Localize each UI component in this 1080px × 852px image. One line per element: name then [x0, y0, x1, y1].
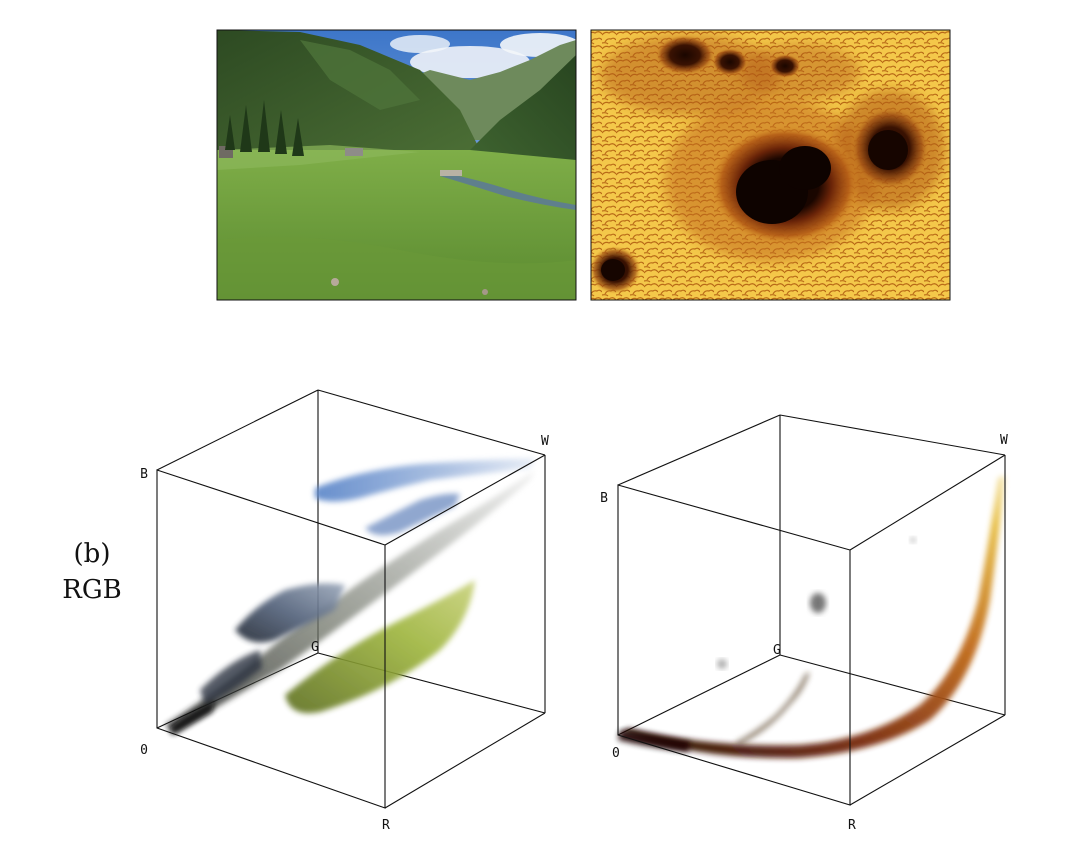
cube-edge-front-w	[384, 454, 546, 546]
corner-label-red: R	[848, 818, 856, 833]
cube-edge-front-w	[849, 454, 1006, 551]
corner-label-green: G	[773, 643, 781, 658]
sunspot-photo	[591, 30, 950, 300]
corner-label-black: 0	[612, 746, 620, 761]
cube-edge-g-rg	[779, 654, 1006, 716]
sunspot-color-scatter	[618, 475, 1005, 759]
corner-label-white: W	[1000, 433, 1008, 448]
corner-label-white: W	[541, 434, 549, 449]
corner-label-black: 0	[140, 743, 148, 758]
space-label: RGB	[62, 575, 121, 605]
corner-label-red: R	[382, 818, 390, 833]
cube-edge-top-w	[317, 389, 546, 456]
cube-edge-b-top	[617, 414, 781, 486]
cube-edge-b-top	[156, 389, 319, 471]
panel-label: (b)	[74, 539, 111, 569]
corner-label-blue: B	[600, 491, 608, 506]
cube-edge-0-g	[617, 654, 781, 736]
landscape-photo	[217, 30, 576, 300]
corner-label-blue: B	[140, 467, 148, 482]
landscape-photo-frame	[216, 29, 577, 301]
cube-edge-top-w	[779, 414, 1006, 456]
rgb-cube-right: B W G 0 R	[600, 414, 1008, 833]
landscape-color-scatter	[165, 458, 535, 735]
rgb-cube-left: B W G 0 R	[140, 389, 549, 833]
cube-edge-r-rg	[849, 714, 1006, 806]
cube-face-front	[617, 484, 851, 806]
corner-label-green: G	[311, 640, 319, 655]
cube-edge-r-rg	[384, 712, 546, 809]
sunspot-photo-frame	[590, 29, 951, 301]
